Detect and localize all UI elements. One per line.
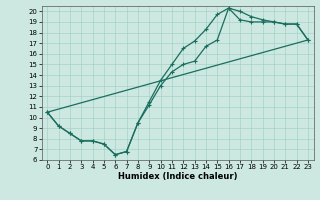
X-axis label: Humidex (Indice chaleur): Humidex (Indice chaleur): [118, 172, 237, 181]
